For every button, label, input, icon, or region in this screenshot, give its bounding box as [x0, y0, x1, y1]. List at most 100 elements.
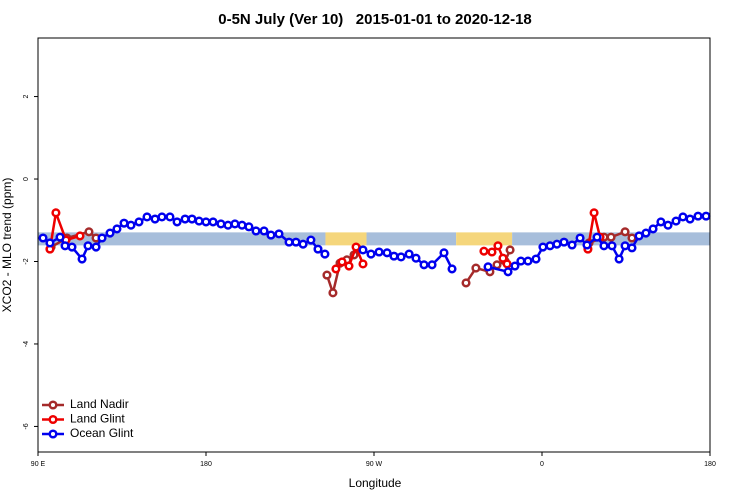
- marker: [119, 218, 129, 228]
- marker: [223, 220, 233, 230]
- marker: [165, 212, 175, 222]
- marker: [67, 242, 77, 252]
- marker: [678, 212, 688, 222]
- marker: [187, 214, 197, 224]
- marker: [439, 248, 449, 258]
- marker: [230, 219, 240, 229]
- marker: [313, 244, 323, 254]
- marker: [259, 226, 269, 236]
- marker: [523, 256, 533, 266]
- marker: [266, 230, 276, 240]
- marker: [105, 228, 115, 238]
- marker: [559, 237, 569, 247]
- marker: [60, 241, 70, 251]
- marker: [298, 239, 308, 249]
- marker: [172, 217, 182, 227]
- marker: [606, 232, 616, 242]
- marker: [531, 254, 541, 264]
- marker: [498, 253, 508, 263]
- marker: [663, 220, 673, 230]
- marker: [575, 233, 585, 243]
- marker: [320, 249, 330, 259]
- marker: [607, 241, 617, 251]
- marker: [592, 232, 602, 242]
- x-tick-label: 0: [540, 461, 544, 468]
- marker: [77, 254, 87, 264]
- marker: [510, 261, 520, 271]
- y-tick-label: -4: [23, 341, 30, 347]
- legend-marker: [48, 429, 58, 439]
- legend-label: Ocean Glint: [70, 426, 134, 440]
- marker: [671, 216, 681, 226]
- marker: [201, 217, 211, 227]
- marker: [284, 237, 294, 247]
- marker: [337, 257, 347, 267]
- marker: [157, 212, 167, 222]
- marker: [180, 214, 190, 224]
- marker: [396, 252, 406, 262]
- x-axis-label: Longitude: [349, 476, 402, 490]
- marker: [274, 229, 284, 239]
- legend-label: Land Nadir: [70, 397, 129, 411]
- y-tick-label: 0: [23, 177, 30, 181]
- marker: [351, 242, 361, 252]
- legend-marker: [48, 400, 58, 410]
- marker: [627, 243, 637, 253]
- marker: [344, 261, 354, 271]
- marker: [291, 237, 301, 247]
- marker: [389, 251, 399, 261]
- marker: [620, 227, 630, 237]
- x-tick-label: 180: [200, 461, 212, 468]
- marker: [358, 259, 368, 269]
- x-tick-label: 90 W: [366, 461, 383, 468]
- marker: [366, 249, 376, 259]
- marker: [641, 228, 651, 238]
- marker: [216, 219, 226, 229]
- marker: [516, 256, 526, 266]
- marker: [589, 208, 599, 218]
- marker: [648, 224, 658, 234]
- marker: [112, 224, 122, 234]
- marker: [487, 247, 497, 257]
- marker: [545, 241, 555, 251]
- marker: [471, 263, 481, 273]
- marker: [374, 247, 384, 257]
- marker: [493, 241, 503, 251]
- marker: [701, 211, 711, 221]
- marker: [208, 217, 218, 227]
- marker: [51, 208, 61, 218]
- marker: [55, 232, 65, 242]
- x-tick-label: 90 E: [31, 461, 46, 468]
- chart-title: 0-5N July (Ver 10) 2015-01-01 to 2020-12…: [218, 11, 532, 28]
- y-tick-label: 2: [23, 95, 30, 99]
- marker: [503, 267, 513, 277]
- marker: [620, 241, 630, 251]
- marker: [134, 217, 144, 227]
- y-axis-label: XCO2 - MLO trend (ppm): [0, 178, 14, 313]
- legend-marker: [48, 414, 58, 425]
- marker: [538, 242, 548, 252]
- marker: [567, 240, 577, 250]
- marker: [244, 222, 254, 232]
- marker: [502, 259, 512, 269]
- marker: [150, 214, 160, 224]
- marker: [627, 233, 637, 243]
- marker: [84, 227, 94, 237]
- marker: [91, 242, 101, 252]
- marker: [75, 231, 85, 241]
- marker: [331, 264, 341, 274]
- marker: [479, 246, 489, 256]
- marker: [45, 238, 55, 248]
- y-tick-label: -2: [23, 258, 30, 264]
- marker: [142, 212, 152, 222]
- marker: [552, 239, 562, 249]
- marker: [505, 245, 515, 255]
- marker: [328, 288, 338, 298]
- marker: [382, 248, 392, 258]
- marker: [358, 245, 368, 255]
- marker: [483, 262, 493, 272]
- legend-label: Land Glint: [70, 412, 125, 426]
- x-tick-label: 180: [704, 461, 716, 468]
- marker: [38, 233, 48, 243]
